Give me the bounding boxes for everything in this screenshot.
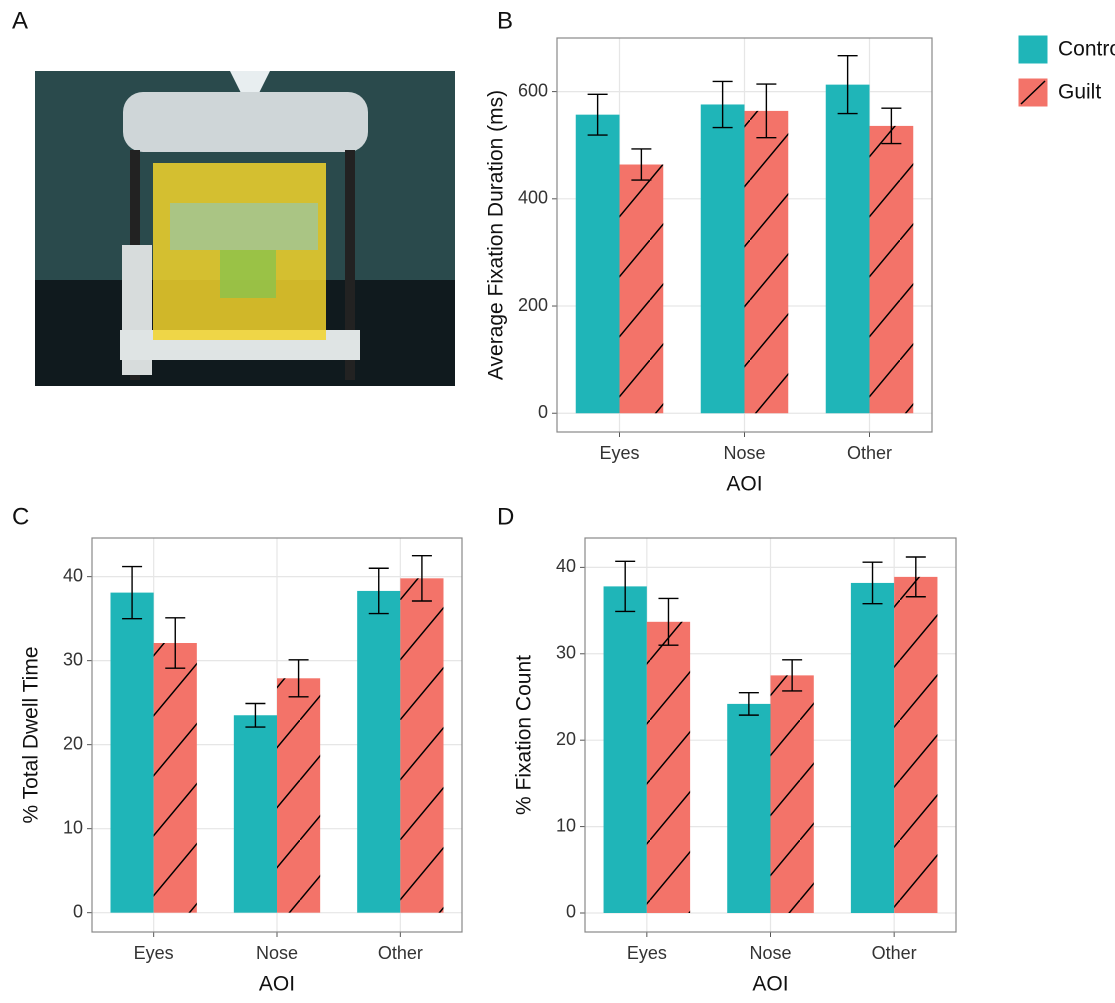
x-tick-label: Eyes <box>627 943 667 963</box>
y-tick-label: 0 <box>538 402 548 422</box>
plot-border <box>91 537 463 933</box>
error-bar <box>782 659 803 692</box>
y-tick-label: 40 <box>63 565 83 585</box>
bar <box>233 715 277 913</box>
error-bar <box>881 107 902 145</box>
chart-panel: D 0 10 20 30 40 Eyes Nose Other AOI % Fixation Cou… <box>497 503 957 996</box>
error-bar <box>587 93 608 136</box>
x-tick-label: Eyes <box>599 443 639 463</box>
y-tick-label: 40 <box>556 556 576 576</box>
panel-label: B <box>497 7 513 34</box>
bar-hatch <box>770 675 814 913</box>
bar <box>825 84 870 414</box>
bar <box>357 590 401 913</box>
y-axis-label: % Total Dwell Time <box>20 646 43 823</box>
legend-label: Control <box>1058 38 1115 61</box>
error-bar <box>712 80 733 129</box>
bar-hatch <box>277 678 321 913</box>
bar-hatch <box>153 643 197 913</box>
plot-border <box>584 537 957 933</box>
x-axis-label: AOI <box>726 473 762 496</box>
bar <box>727 703 771 913</box>
y-tick-label: 10 <box>556 815 576 835</box>
error-bar <box>122 565 143 620</box>
x-tick-label: Eyes <box>134 943 174 963</box>
x-axis-label: AOI <box>752 973 788 996</box>
bar <box>575 114 620 414</box>
x-tick-label: Other <box>378 943 423 963</box>
error-bar <box>905 556 926 598</box>
panel-label: C <box>12 503 29 530</box>
y-tick-label: 0 <box>73 901 83 921</box>
x-axis-label: AOI <box>259 973 295 996</box>
error-bar <box>411 554 432 602</box>
y-tick-label: 30 <box>63 649 83 669</box>
bar-hatch <box>744 110 789 414</box>
x-tick-label: Other <box>872 943 917 963</box>
panel-label: D <box>497 503 514 530</box>
error-bar <box>368 567 389 615</box>
error-bar <box>288 659 309 698</box>
bar-hatch <box>894 576 938 913</box>
y-axis-label: Average Fixation Duration (ms) <box>485 90 508 380</box>
error-bar <box>862 561 883 605</box>
chart-panel: C 0 10 20 30 40 Eyes Nose Other AOI % Total Dwell … <box>12 503 463 996</box>
error-bar <box>738 691 759 716</box>
error-bar <box>631 148 652 181</box>
bar-hatch <box>400 578 444 913</box>
error-bar <box>615 560 636 613</box>
plot-border <box>556 37 933 433</box>
chart-panel: B 0 200 400 600 Eyes Nose Other AOI Average Fixat… <box>485 7 1115 495</box>
error-bar <box>165 617 186 669</box>
bar <box>850 582 895 913</box>
bar-hatch <box>869 125 914 414</box>
x-tick-label: Nose <box>723 443 765 463</box>
photo <box>35 71 455 386</box>
y-tick-label: 400 <box>518 188 548 208</box>
bar-hatch <box>646 621 691 913</box>
y-tick-label: 200 <box>518 295 548 315</box>
legend-hatch <box>1020 80 1046 105</box>
error-bar <box>658 597 679 646</box>
bar <box>603 586 647 913</box>
y-tick-label: 30 <box>556 643 576 663</box>
x-tick-label: Other <box>847 443 892 463</box>
error-bar <box>837 54 858 115</box>
y-axis-label: % Fixation Count <box>513 655 536 815</box>
error-bar <box>756 83 777 139</box>
bar <box>700 104 745 414</box>
x-tick-label: Nose <box>749 943 791 963</box>
legend-swatch <box>1017 34 1049 65</box>
x-tick-label: Nose <box>256 943 298 963</box>
y-tick-label: 600 <box>518 80 548 100</box>
legend-label: Guilt <box>1058 81 1101 104</box>
bar-hatch <box>619 164 664 414</box>
y-tick-label: 20 <box>63 733 83 753</box>
error-bar <box>245 702 266 728</box>
y-tick-label: 0 <box>566 902 576 922</box>
y-tick-label: 20 <box>556 729 576 749</box>
bar <box>110 592 154 913</box>
panel-label: A <box>12 7 28 34</box>
y-tick-label: 10 <box>63 817 83 837</box>
